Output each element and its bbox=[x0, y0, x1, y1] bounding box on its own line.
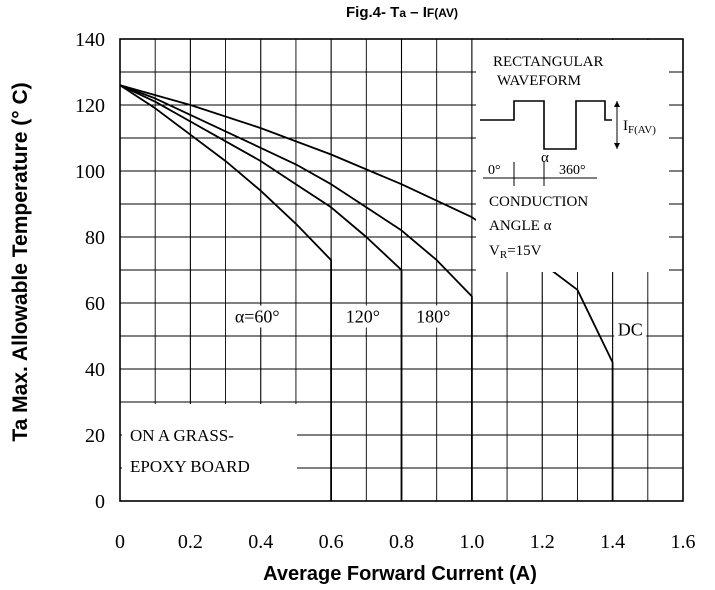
inset-background bbox=[476, 40, 669, 272]
series-label: 120° bbox=[346, 307, 380, 327]
x-tick-label: 0.4 bbox=[248, 531, 273, 553]
waveform-trace bbox=[480, 100, 612, 150]
x-axis-label: Average Forward Current (A) bbox=[263, 563, 537, 585]
waveform-inset: RECTANGULAR WAVEFORM IF(AV) α 0° 360° CO… bbox=[476, 40, 669, 272]
x-tick-label: 1.0 bbox=[459, 531, 484, 553]
y-tick-label: 100 bbox=[75, 161, 105, 183]
x-tick-label: 1.6 bbox=[671, 531, 696, 553]
x-tick-label: 0 bbox=[115, 531, 125, 553]
x-tick-label: 0.6 bbox=[319, 531, 344, 553]
conduction-line1: CONDUCTION bbox=[489, 194, 588, 210]
series-labels: α=60° 120° 180° DC bbox=[227, 305, 647, 341]
series-line bbox=[119, 84, 473, 501]
inset-title-line2: WAVEFORM bbox=[497, 73, 581, 89]
y-axis-label: Ta Max. Allowable Temperature (° C) bbox=[9, 82, 32, 441]
y-tick-label: 80 bbox=[85, 227, 105, 249]
series-line bbox=[119, 84, 333, 501]
series-label: DC bbox=[618, 320, 643, 340]
y-tick-label: 0 bbox=[95, 491, 105, 513]
vr-label: VR=15V bbox=[489, 243, 542, 261]
x-tick-label: 1.4 bbox=[600, 531, 625, 553]
series-label: 180° bbox=[416, 307, 450, 327]
y-tick-label: 120 bbox=[75, 95, 105, 117]
y-tick-label: 140 bbox=[75, 29, 105, 51]
series-line bbox=[119, 84, 614, 501]
conduction-line2: ANGLE α bbox=[489, 218, 552, 234]
series-label-background bbox=[408, 305, 459, 328]
board-note-line1: ON A GRASS- bbox=[130, 426, 234, 445]
alpha-label: α bbox=[541, 150, 549, 166]
x-tick-label: 1.2 bbox=[530, 531, 555, 553]
series-line bbox=[119, 84, 403, 501]
series-label-background bbox=[614, 318, 647, 341]
chart-title: Fig.4- Ta – IF(AV) bbox=[346, 4, 458, 21]
y-tick-label: 60 bbox=[85, 293, 105, 315]
current-arrow-head-up bbox=[614, 101, 620, 107]
zero-deg-label: 0° bbox=[488, 163, 501, 178]
current-label: IF(AV) bbox=[623, 118, 656, 136]
series-label-background bbox=[227, 305, 287, 328]
inset-title-line1: RECTANGULAR bbox=[493, 54, 603, 70]
board-note-line2: EPOXY BOARD bbox=[130, 457, 250, 476]
plot-frame bbox=[119, 38, 684, 502]
board-note: ON A GRASS- EPOXY BOARD bbox=[122, 404, 297, 501]
current-arrow-head-down bbox=[614, 143, 620, 149]
y-tick-label: 40 bbox=[85, 359, 105, 381]
y-tick-label: 20 bbox=[85, 425, 105, 447]
series-label-background bbox=[337, 305, 388, 328]
series-label: α=60° bbox=[235, 307, 280, 327]
x-tick-label: 0.2 bbox=[178, 531, 203, 553]
series-lines bbox=[119, 84, 614, 501]
x-tick-label: 0.8 bbox=[389, 531, 414, 553]
board-note-background bbox=[122, 404, 297, 501]
tick-labels: 0 0.2 0.4 0.6 0.8 1.0 1.2 1.4 1.6 0 20 40 60 80 100 120… bbox=[75, 29, 696, 553]
full-deg-label: 360° bbox=[559, 163, 586, 178]
